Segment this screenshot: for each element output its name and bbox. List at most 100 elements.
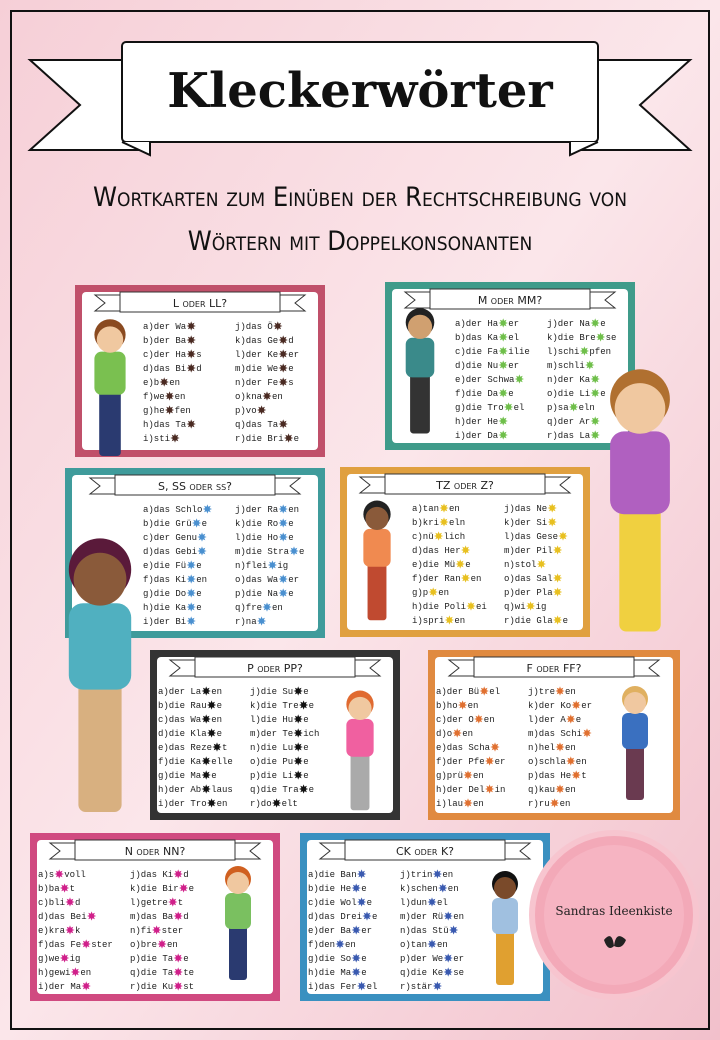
blot (81, 939, 91, 949)
blot (272, 798, 282, 808)
word-start: p)sa (547, 403, 569, 413)
word-start: m)der Pil (504, 546, 553, 556)
blot (428, 587, 438, 597)
card-title: P oder PP? (247, 662, 303, 675)
word-end: en (468, 701, 479, 711)
blot (458, 700, 468, 710)
word-start: a)das Schlo (143, 505, 202, 515)
word-end: el (508, 333, 519, 343)
word-start: k)schen (400, 884, 438, 894)
word-start: j)tre (528, 687, 555, 697)
word-end: e (217, 729, 222, 739)
word-start: l)die Ho (235, 533, 278, 543)
blot (526, 601, 536, 611)
card-body (435, 657, 673, 813)
word-start: f)der Ran (412, 574, 461, 584)
word-end: ster (91, 940, 113, 950)
word-end: e (288, 589, 293, 599)
word-start: l)getre (130, 898, 168, 908)
blot (590, 416, 600, 426)
word-start: o)die Pu (250, 757, 293, 767)
character (363, 500, 391, 621)
word-end: e (303, 743, 308, 753)
blot (555, 686, 565, 696)
word-start: f)der Pfe (436, 757, 485, 767)
subtitle: Wortkarten zum Einüben der Rechtschreibu… (93, 182, 627, 213)
blot (201, 770, 211, 780)
word-start: k)das Ge (235, 336, 278, 346)
blot (201, 756, 211, 766)
word-start: i)der Bi (143, 617, 186, 627)
word-end: e (299, 547, 304, 557)
word-start: q)die Ta (130, 968, 174, 978)
word-end: e (309, 785, 314, 795)
title: Kleckerwörter (167, 63, 553, 119)
blot (498, 430, 508, 440)
word-end: en (473, 771, 484, 781)
word-end: e (288, 364, 293, 374)
word-start: r)do (250, 799, 272, 809)
blot (65, 925, 75, 935)
word-start: d)das Gebi (143, 547, 197, 557)
word-start: g)we (38, 954, 60, 964)
word-end: ei (476, 602, 487, 612)
word-start: l)dun (400, 898, 427, 908)
word-start: o)das Wa (235, 575, 279, 585)
word-start: n)die Lu (250, 743, 293, 753)
card-body (37, 840, 273, 994)
legs (229, 925, 247, 980)
torso (225, 893, 251, 929)
word-start: c)die Wol (308, 898, 357, 908)
blot (201, 714, 211, 724)
word-end: se (606, 333, 617, 343)
blot (186, 349, 196, 359)
word-end: s (196, 350, 201, 360)
blot (197, 532, 207, 542)
word-end: en (453, 912, 464, 922)
word-start: n)das Stü (400, 926, 449, 936)
head (96, 326, 124, 353)
blot (498, 318, 508, 328)
card-title: M oder MM? (478, 294, 543, 307)
legs (99, 390, 121, 456)
word-start: e)kra (38, 926, 66, 936)
word-start: b)die Grü (143, 519, 192, 529)
word-end: s (288, 378, 293, 388)
word-start: k)die Bre (547, 333, 596, 343)
word-start: k)die Ro (235, 519, 278, 529)
blot (262, 391, 272, 401)
word-start: m)das Schi (528, 729, 582, 739)
word-start: j)das Ö (235, 321, 273, 332)
word-end: e (288, 533, 293, 543)
blot (278, 588, 288, 598)
word-start: i)der Ma (38, 982, 82, 992)
word-start: o)tan (400, 940, 427, 950)
word-start: q)fre (235, 603, 262, 613)
blot (152, 925, 162, 935)
blot (498, 332, 508, 342)
blot (571, 700, 581, 710)
blot (536, 559, 546, 569)
word-start: r)die Bri (235, 434, 284, 444)
blot (186, 616, 196, 626)
blot (498, 416, 508, 426)
word-end: el (437, 898, 448, 908)
word-end: en (462, 729, 473, 739)
word-start: m)das Ba (130, 912, 174, 922)
blot (192, 518, 202, 528)
word-start: a)tan (412, 504, 439, 514)
word-start: b)kri (412, 518, 439, 528)
blot (173, 911, 183, 921)
blot (590, 374, 600, 384)
word-start: l)die Hu (250, 715, 293, 725)
word-start: f)das Ki (143, 575, 186, 585)
word-start: j)der Ra (235, 505, 279, 515)
word-end: er (288, 575, 299, 585)
word-start: c)nü (412, 532, 434, 542)
head (227, 872, 249, 894)
word-end: se (453, 968, 464, 978)
blot (173, 981, 183, 991)
word-start: o)kna (235, 392, 263, 402)
word-start: a)s (38, 870, 54, 880)
word-end: t (222, 743, 227, 753)
